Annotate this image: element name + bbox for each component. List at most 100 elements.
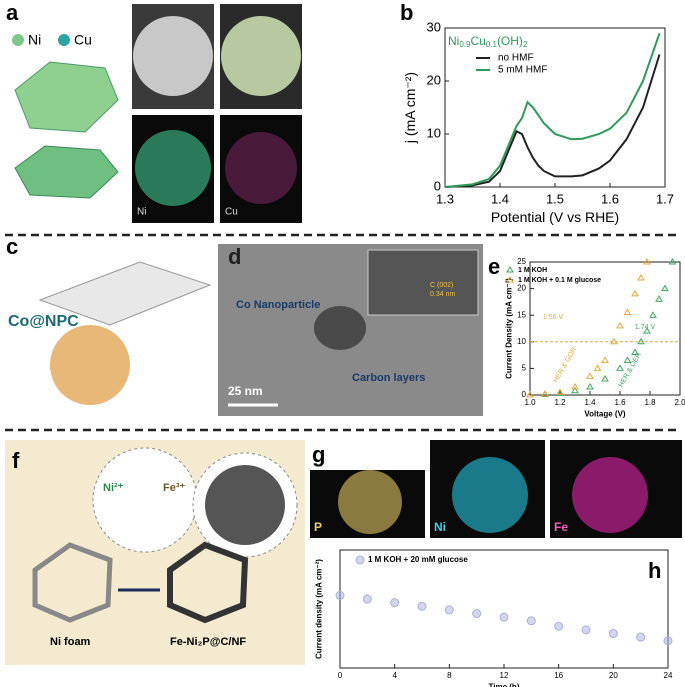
marker: [608, 629, 618, 639]
image-label: Carbon layers: [352, 372, 425, 384]
x-tick-label: 20: [609, 671, 618, 680]
marker: [663, 636, 673, 646]
marker: [623, 356, 632, 363]
x-tick-label: 1.6: [614, 398, 626, 407]
panel-label: g: [312, 442, 325, 467]
map-image: [572, 457, 648, 533]
marker: [637, 273, 645, 281]
marker: [335, 590, 345, 600]
y-tick-label: 0: [522, 390, 527, 399]
map-label: Ni: [137, 207, 146, 218]
y-tick-label: 10: [427, 125, 441, 140]
panel-label: c: [6, 234, 18, 259]
inset-label: C (002): [430, 282, 453, 289]
marker: [623, 308, 632, 316]
legend-marker: [506, 276, 514, 283]
caption: Fe-Ni₂P@C/NF: [170, 636, 246, 648]
map-label: Ni: [434, 520, 446, 534]
marker: [668, 258, 677, 265]
plot-frame: [444, 27, 666, 188]
image: [225, 132, 297, 204]
sphere: [205, 465, 285, 545]
marker: [643, 258, 651, 265]
marker: [631, 289, 639, 297]
map-image: [338, 470, 402, 534]
annotation: Ni0.9Cu0.1(OH)2: [448, 34, 528, 49]
marker: [571, 383, 579, 390]
map-label: P: [314, 520, 322, 534]
legend-marker: [506, 266, 514, 273]
x-tick-label: 1.4: [584, 398, 596, 407]
panel-label: b: [400, 0, 413, 25]
marker: [556, 389, 564, 396]
marker: [601, 356, 609, 363]
marker: [390, 598, 400, 608]
crystal: [14, 61, 119, 133]
marker: [616, 321, 624, 329]
y-tick-label: 25: [517, 257, 526, 266]
series-line: [444, 54, 661, 188]
legend-label: 1 M KOH + 0.1 M glucose: [518, 277, 601, 284]
x-tick-label: 1.4: [491, 191, 509, 206]
y-tick-label: 30: [427, 19, 441, 34]
marker: [601, 375, 609, 382]
marker: [541, 389, 549, 397]
marker: [499, 612, 509, 622]
x-axis-label: Time (h): [489, 682, 520, 687]
marker: [444, 605, 454, 615]
sample-label: Co@NPC: [8, 313, 79, 330]
x-tick-label: 8: [447, 671, 452, 680]
marker: [581, 625, 591, 635]
series-line: [444, 32, 661, 188]
plot-frame: [529, 261, 681, 396]
x-axis-label: Voltage (V): [584, 409, 626, 418]
marker: [661, 284, 669, 292]
panel-label: h: [648, 558, 661, 583]
map-image: [452, 457, 528, 533]
panel-label: a: [6, 0, 19, 25]
x-tick-label: 12: [500, 671, 509, 680]
legend-label: 5 mM HMF: [498, 65, 547, 76]
nanoparticle: [314, 306, 366, 350]
y-axis-label: Current density (mA cm⁻²): [314, 559, 323, 659]
marker: [571, 386, 579, 394]
caption: Ni foam: [50, 636, 91, 648]
annotation: 1.56 V: [543, 314, 564, 321]
x-tick-label: 1.5: [546, 191, 564, 206]
crystal: [14, 145, 119, 199]
marker: [610, 337, 618, 345]
x-axis-label: Potential (V vs RHE): [491, 209, 619, 225]
annotation: HER & GOR: [552, 346, 578, 384]
marker: [586, 383, 594, 390]
x-tick-label: 16: [554, 671, 563, 680]
marker: [417, 601, 427, 611]
marker: [554, 621, 564, 631]
inset-circle: [92, 447, 198, 553]
image: [133, 16, 213, 96]
image: [221, 16, 301, 96]
marker: [472, 609, 482, 619]
x-tick-label: 1.8: [644, 398, 656, 407]
panel-label: e: [488, 254, 500, 279]
x-tick-label: 24: [664, 671, 673, 680]
y-tick-label: 15: [517, 310, 526, 319]
foam: [167, 541, 249, 624]
map-label: Fe: [554, 520, 568, 534]
legend-label: 1 M KOH: [518, 267, 547, 274]
graphene: [38, 261, 212, 326]
y-tick-label: 10: [517, 337, 526, 346]
y-tick-label: 5: [522, 364, 527, 373]
panel-label: f: [12, 448, 20, 473]
panel-label: d: [228, 244, 241, 269]
marker: [649, 311, 657, 318]
ion-label: Ni²⁺: [103, 482, 124, 494]
marker: [526, 616, 536, 626]
y-tick-label: 20: [517, 284, 526, 293]
marker: [655, 295, 663, 302]
x-tick-label: 1.0: [524, 398, 536, 407]
marker: [636, 632, 646, 642]
legend-label: no HMF: [498, 53, 534, 64]
x-tick-label: 1.3: [436, 191, 454, 206]
ion-label: Fe³⁺: [163, 482, 186, 494]
x-tick-label: 4: [392, 671, 397, 680]
